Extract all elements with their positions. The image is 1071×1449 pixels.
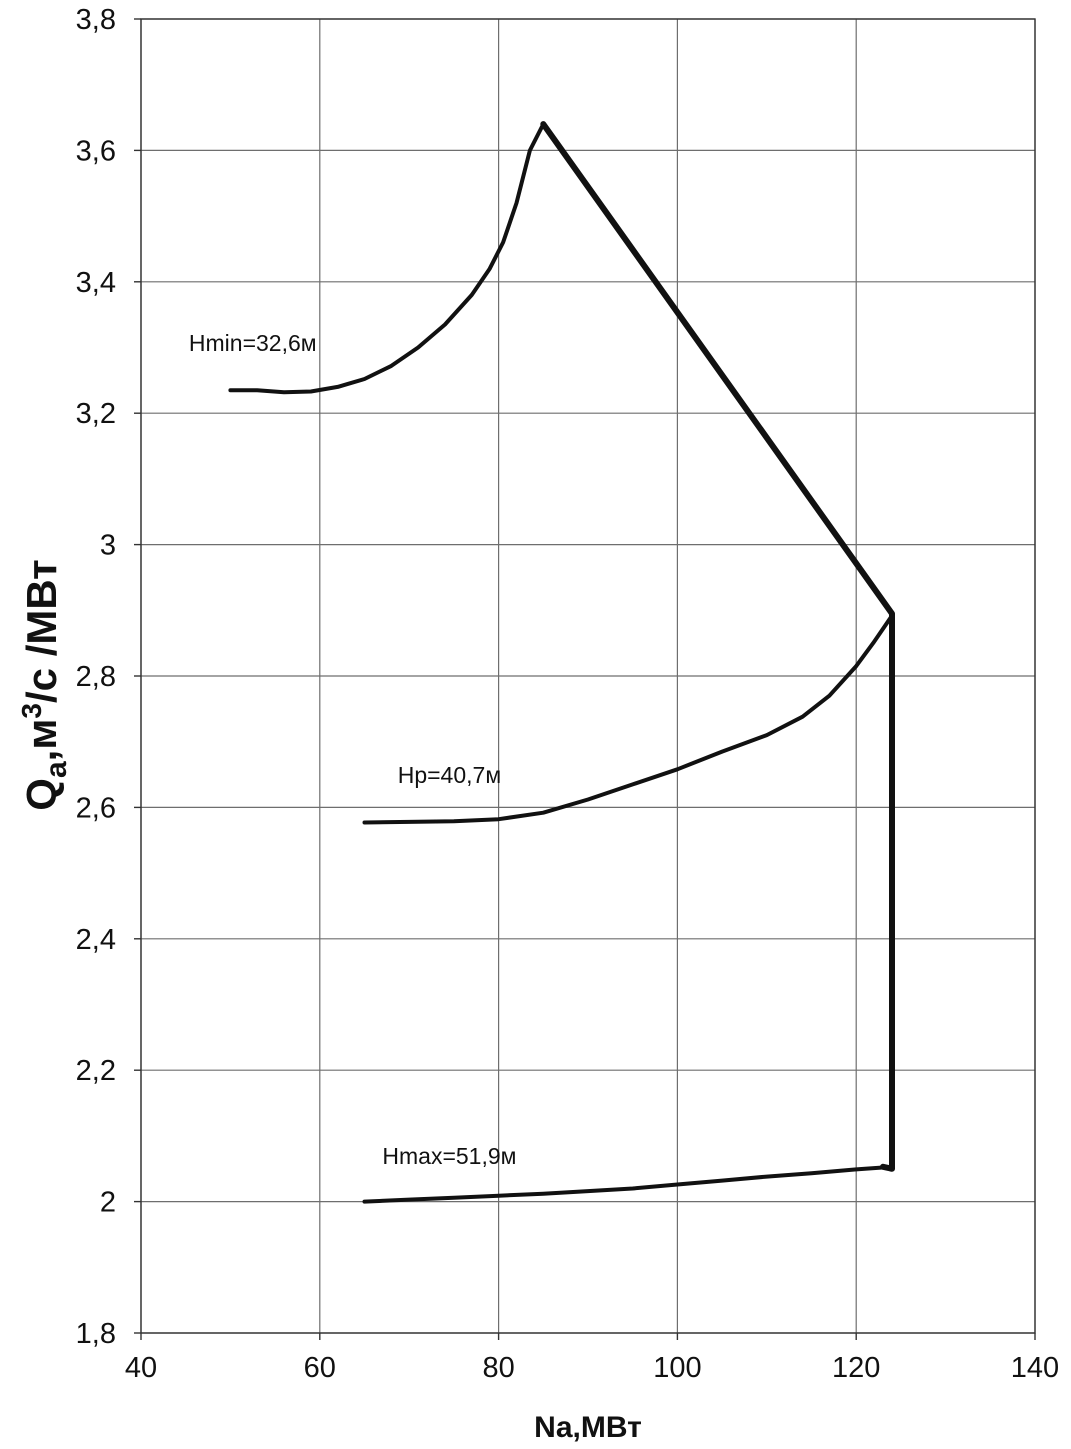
y-axis-title-main: Q [18,778,65,811]
x-tick-label: 40 [125,1352,157,1384]
x-tick-label: 140 [1011,1352,1059,1384]
y-axis-title-mid: ,м [18,719,65,762]
y-axis-title: Qa,м3/с /МВт [16,559,73,810]
x-tick-label: 60 [304,1352,336,1384]
x-axis-title: Na,МВт [534,1411,642,1444]
y-tick-label: 2,4 [76,924,116,956]
series-line [228,122,546,395]
y-tick-label: 2,2 [76,1055,116,1087]
plot-frame [140,18,1036,1334]
series-group [228,121,895,1204]
series-line [362,1164,894,1204]
y-axis-title-tail: /с /МВт [18,559,65,703]
boundary-line [540,121,895,1172]
series-label: Hmax=51,9м [382,1143,516,1169]
series-labels: Hmin=32,6м Hp=40,7м Hmax=51,9м [189,330,517,1169]
axes [134,18,1036,1340]
y-tick-label: 1,8 [76,1318,116,1350]
y-tick-label: 3,6 [76,135,116,167]
series-label: Hp=40,7м [398,762,501,788]
x-tick-label: 120 [832,1352,880,1384]
series-label: Hmin=32,6м [189,330,317,356]
x-tick-label: 100 [653,1352,701,1384]
y-axis-title-sub: a [40,761,73,778]
y-tick-label: 2,6 [76,792,116,824]
y-tick-label: 3,8 [76,4,116,36]
y-tick-label: 3,4 [76,267,116,299]
y-tick-label: 3,2 [76,398,116,430]
tick-labels: 40 60 80 100 120 140 1,8 2 2,2 2,4 2,6 2,8 3 3,2 3,4 3,… [76,4,1060,1384]
y-axis-title-sup: 3 [16,703,47,719]
series-line [362,613,894,825]
y-tick-label: 3 [100,530,116,562]
y-tick-label: 2,8 [76,661,116,693]
y-tick-label: 2 [100,1187,116,1219]
x-tick-label: 80 [482,1352,514,1384]
